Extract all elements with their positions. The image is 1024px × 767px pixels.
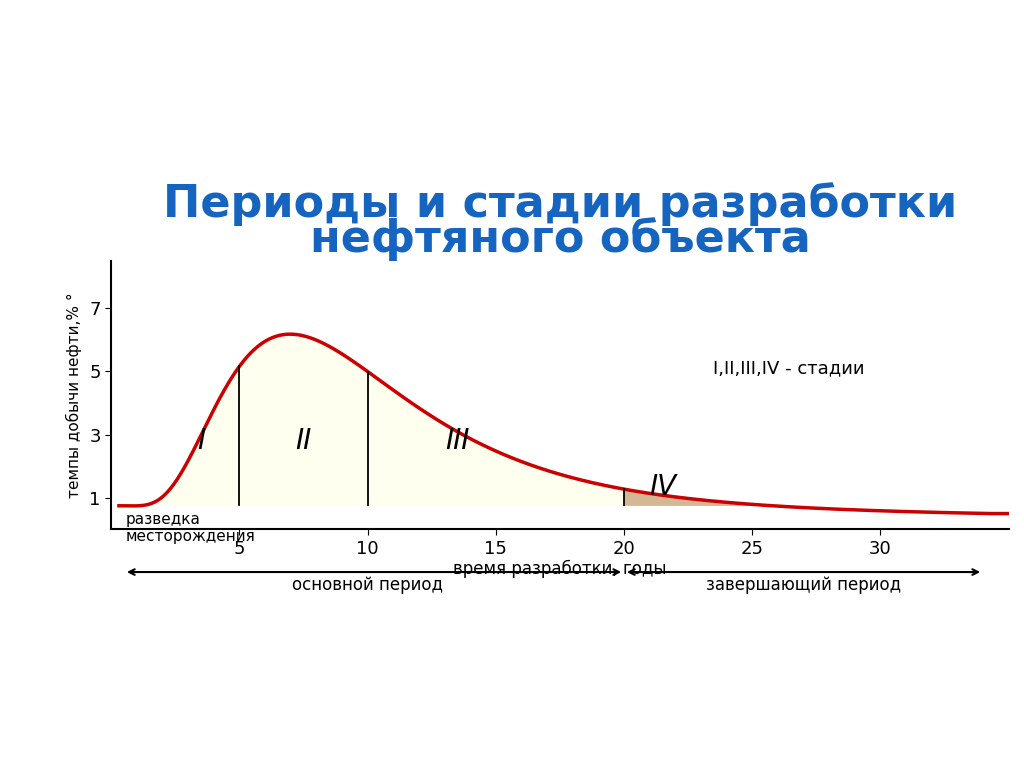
Y-axis label: темпы добычи нефти,% °: темпы добычи нефти,% ° [67,292,82,498]
Text: разведка
месторождения: разведка месторождения [125,512,255,545]
Text: IV: IV [649,472,676,501]
Text: завершающий период: завершающий период [706,576,901,594]
Text: основной период: основной период [292,576,443,594]
Text: время разработки, годы: время разработки, годы [454,559,667,578]
Text: II: II [295,427,311,455]
Text: III: III [445,427,470,455]
Text: I,II,III,IV - стадии: I,II,III,IV - стадии [713,359,864,377]
Text: I: I [197,427,205,455]
Text: нефтяного объекта: нефтяного объекта [309,217,810,261]
Text: Периоды и стадии разработки: Периоды и стадии разработки [163,183,957,226]
